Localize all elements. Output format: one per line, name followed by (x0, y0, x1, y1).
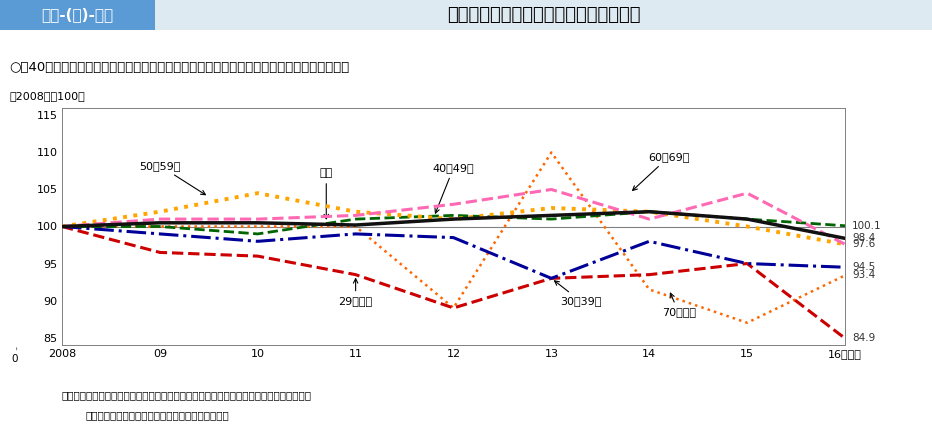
Bar (155, 0, 932, 30)
Text: 世帯主の年齢階級別平均消費性向の推移: 世帯主の年齢階級別平均消費性向の推移 (446, 6, 640, 24)
Text: 94.5: 94.5 (852, 262, 875, 272)
Text: 100.1: 100.1 (852, 221, 882, 231)
Text: 30〜39歳: 30〜39歳 (555, 281, 601, 306)
Text: 0: 0 (12, 354, 19, 365)
Text: 平均: 平均 (320, 168, 333, 219)
Text: 97.6: 97.6 (852, 239, 875, 249)
Text: 93.4: 93.4 (852, 270, 875, 281)
Text: 40〜49歳: 40〜49歳 (432, 163, 474, 213)
Text: 29歳以下: 29歳以下 (338, 279, 373, 306)
Text: 84.9: 84.9 (852, 333, 875, 343)
Bar (0, 0, 155, 30)
Text: ○　40歳以上の中高年層と比較して、若年層では平均消費性向が低下傾向で推移している。: ○ 40歳以上の中高年層と比較して、若年層では平均消費性向が低下傾向で推移してい… (9, 61, 350, 74)
Text: 資料出所　総務省統計局「家計調査」をもとに厚生労働省労働政策担当参事官室にて作成: 資料出所 総務省統計局「家計調査」をもとに厚生労働省労働政策担当参事官室にて作成 (62, 390, 312, 400)
Text: 70歳以上: 70歳以上 (662, 293, 695, 317)
Text: （注）　二人以上の世帯のうち勤労者世帯が対象。: （注） 二人以上の世帯のうち勤労者世帯が対象。 (86, 410, 229, 420)
Text: （2008年＝100）: （2008年＝100） (9, 91, 85, 101)
Text: 50〜59歳: 50〜59歳 (139, 161, 205, 195)
Text: 第１-(４)-６図: 第１-(４)-６図 (41, 7, 114, 22)
Text: 98.4: 98.4 (852, 233, 875, 243)
Text: 60〜69歳: 60〜69歳 (633, 152, 690, 190)
